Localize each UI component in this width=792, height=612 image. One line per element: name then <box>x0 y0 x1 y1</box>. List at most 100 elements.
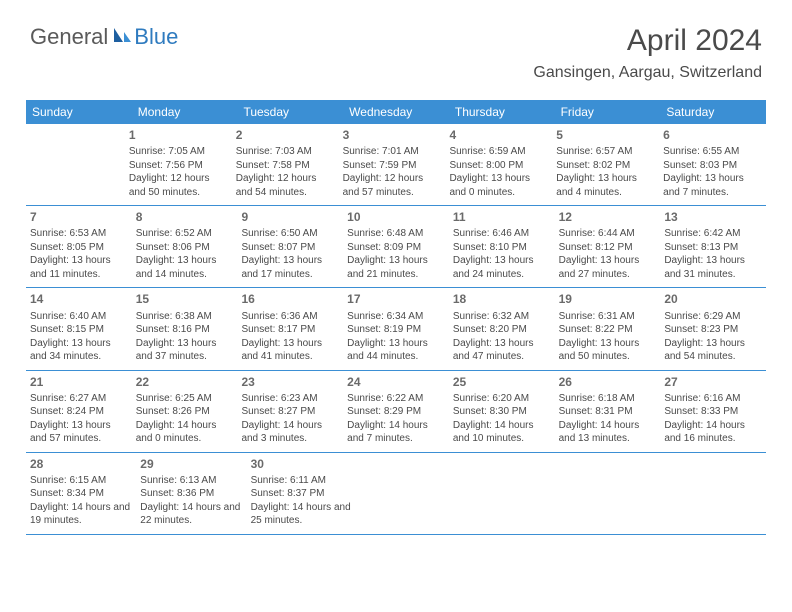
sunset-line: Sunset: 8:09 PM <box>347 241 445 255</box>
day-number: 9 <box>241 209 339 225</box>
sunset-line: Sunset: 7:59 PM <box>343 159 442 173</box>
day-cell: 16Sunrise: 6:36 AMSunset: 8:17 PMDayligh… <box>237 288 343 369</box>
calendar: Sunday Monday Tuesday Wednesday Thursday… <box>26 100 766 535</box>
daylight-line: Daylight: 13 hours and 4 minutes. <box>556 172 655 199</box>
sunset-line: Sunset: 8:34 PM <box>30 487 132 501</box>
sunset-line: Sunset: 8:20 PM <box>453 323 551 337</box>
day-number: 30 <box>251 456 353 472</box>
day-number: 3 <box>343 127 442 143</box>
sunrise-line: Sunrise: 6:15 AM <box>30 474 132 488</box>
day-number: 27 <box>664 374 762 390</box>
sunset-line: Sunset: 8:12 PM <box>559 241 657 255</box>
dow-sunday: Sunday <box>26 100 132 124</box>
day-cell: 20Sunrise: 6:29 AMSunset: 8:23 PMDayligh… <box>660 288 766 369</box>
week-row: 7Sunrise: 6:53 AMSunset: 8:05 PMDaylight… <box>26 206 766 288</box>
week-row: 14Sunrise: 6:40 AMSunset: 8:15 PMDayligh… <box>26 288 766 370</box>
day-cell: 30Sunrise: 6:11 AMSunset: 8:37 PMDayligh… <box>247 453 357 534</box>
title-block: April 2024 Gansingen, Aargau, Switzerlan… <box>533 24 762 82</box>
daylight-line: Daylight: 14 hours and 3 minutes. <box>241 419 339 446</box>
month-title: April 2024 <box>533 24 762 58</box>
sunset-line: Sunset: 8:22 PM <box>559 323 657 337</box>
sunrise-line: Sunrise: 6:40 AM <box>30 310 128 324</box>
day-number: 26 <box>559 374 657 390</box>
daylight-line: Daylight: 13 hours and 7 minutes. <box>663 172 762 199</box>
daylight-line: Daylight: 13 hours and 14 minutes. <box>136 254 234 281</box>
day-number: 18 <box>453 291 551 307</box>
sunset-line: Sunset: 8:36 PM <box>140 487 242 501</box>
day-number: 19 <box>559 291 657 307</box>
daylight-line: Daylight: 13 hours and 44 minutes. <box>347 337 445 364</box>
day-number: 28 <box>30 456 132 472</box>
daylight-line: Daylight: 12 hours and 57 minutes. <box>343 172 442 199</box>
sunrise-line: Sunrise: 6:25 AM <box>136 392 234 406</box>
day-number: 22 <box>136 374 234 390</box>
day-number: 24 <box>347 374 445 390</box>
dow-thursday: Thursday <box>449 100 555 124</box>
sunrise-line: Sunrise: 6:11 AM <box>251 474 353 488</box>
day-number: 4 <box>449 127 548 143</box>
daylight-line: Daylight: 12 hours and 50 minutes. <box>129 172 228 199</box>
sunrise-line: Sunrise: 6:59 AM <box>449 145 548 159</box>
logo-text-general: General <box>30 24 108 50</box>
day-cell: 15Sunrise: 6:38 AMSunset: 8:16 PMDayligh… <box>132 288 238 369</box>
weeks-container: 1Sunrise: 7:05 AMSunset: 7:56 PMDaylight… <box>26 124 766 535</box>
day-cell: 6Sunrise: 6:55 AMSunset: 8:03 PMDaylight… <box>659 124 766 205</box>
day-of-week-header: Sunday Monday Tuesday Wednesday Thursday… <box>26 100 766 124</box>
day-cell: 14Sunrise: 6:40 AMSunset: 8:15 PMDayligh… <box>26 288 132 369</box>
sunrise-line: Sunrise: 6:16 AM <box>664 392 762 406</box>
sunset-line: Sunset: 8:16 PM <box>136 323 234 337</box>
day-cell: 26Sunrise: 6:18 AMSunset: 8:31 PMDayligh… <box>555 371 661 452</box>
sunset-line: Sunset: 8:31 PM <box>559 405 657 419</box>
daylight-line: Daylight: 13 hours and 17 minutes. <box>241 254 339 281</box>
day-number: 8 <box>136 209 234 225</box>
logo-sail-icon <box>112 26 132 49</box>
day-cell: 11Sunrise: 6:46 AMSunset: 8:10 PMDayligh… <box>449 206 555 287</box>
sunrise-line: Sunrise: 6:57 AM <box>556 145 655 159</box>
day-cell: 28Sunrise: 6:15 AMSunset: 8:34 PMDayligh… <box>26 453 136 534</box>
day-number: 23 <box>241 374 339 390</box>
day-number: 6 <box>663 127 762 143</box>
day-number: 13 <box>664 209 762 225</box>
day-number: 5 <box>556 127 655 143</box>
week-row: 21Sunrise: 6:27 AMSunset: 8:24 PMDayligh… <box>26 371 766 453</box>
daylight-line: Daylight: 13 hours and 57 minutes. <box>30 419 128 446</box>
day-cell: 4Sunrise: 6:59 AMSunset: 8:00 PMDaylight… <box>445 124 552 205</box>
sunrise-line: Sunrise: 7:05 AM <box>129 145 228 159</box>
sunrise-line: Sunrise: 6:31 AM <box>559 310 657 324</box>
day-cell: 7Sunrise: 6:53 AMSunset: 8:05 PMDaylight… <box>26 206 132 287</box>
daylight-line: Daylight: 13 hours and 11 minutes. <box>30 254 128 281</box>
daylight-line: Daylight: 14 hours and 22 minutes. <box>140 501 242 528</box>
sunset-line: Sunset: 8:07 PM <box>241 241 339 255</box>
sunrise-line: Sunrise: 6:55 AM <box>663 145 762 159</box>
sunrise-line: Sunrise: 6:20 AM <box>453 392 551 406</box>
empty-day-cell <box>26 124 125 205</box>
day-number: 29 <box>140 456 242 472</box>
daylight-line: Daylight: 14 hours and 7 minutes. <box>347 419 445 446</box>
day-number: 1 <box>129 127 228 143</box>
sunrise-line: Sunrise: 6:52 AM <box>136 227 234 241</box>
sunset-line: Sunset: 8:29 PM <box>347 405 445 419</box>
daylight-line: Daylight: 14 hours and 0 minutes. <box>136 419 234 446</box>
dow-tuesday: Tuesday <box>237 100 343 124</box>
sunrise-line: Sunrise: 6:36 AM <box>241 310 339 324</box>
logo-text-blue: Blue <box>134 24 178 50</box>
empty-day-cell <box>561 453 663 534</box>
sunset-line: Sunset: 7:58 PM <box>236 159 335 173</box>
empty-day-cell <box>357 453 459 534</box>
day-number: 12 <box>559 209 657 225</box>
daylight-line: Daylight: 14 hours and 25 minutes. <box>251 501 353 528</box>
sunset-line: Sunset: 7:56 PM <box>129 159 228 173</box>
sunrise-line: Sunrise: 7:01 AM <box>343 145 442 159</box>
sunset-line: Sunset: 8:00 PM <box>449 159 548 173</box>
sunrise-line: Sunrise: 6:27 AM <box>30 392 128 406</box>
empty-day-cell <box>664 453 766 534</box>
sunset-line: Sunset: 8:06 PM <box>136 241 234 255</box>
sunrise-line: Sunrise: 6:34 AM <box>347 310 445 324</box>
day-cell: 24Sunrise: 6:22 AMSunset: 8:29 PMDayligh… <box>343 371 449 452</box>
sunrise-line: Sunrise: 6:48 AM <box>347 227 445 241</box>
sunset-line: Sunset: 8:02 PM <box>556 159 655 173</box>
daylight-line: Daylight: 13 hours and 34 minutes. <box>30 337 128 364</box>
day-number: 20 <box>664 291 762 307</box>
day-cell: 19Sunrise: 6:31 AMSunset: 8:22 PMDayligh… <box>555 288 661 369</box>
sunset-line: Sunset: 8:33 PM <box>664 405 762 419</box>
